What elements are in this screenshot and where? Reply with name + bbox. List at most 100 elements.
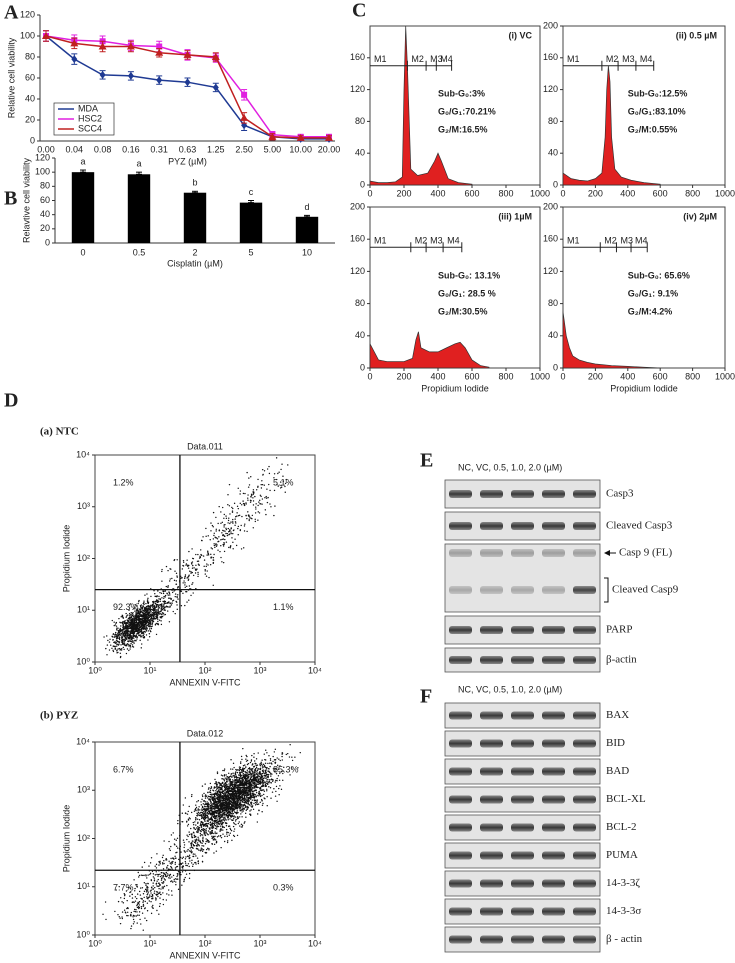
event xyxy=(205,803,207,806)
event xyxy=(274,505,276,507)
event xyxy=(238,766,241,768)
event xyxy=(238,795,240,798)
event xyxy=(159,875,162,878)
event xyxy=(213,543,215,545)
stat-label: G₂/M:4.2% xyxy=(628,307,673,317)
event xyxy=(254,773,256,775)
event xyxy=(132,615,135,618)
event xyxy=(188,805,190,808)
event xyxy=(126,624,128,627)
event xyxy=(132,619,134,622)
event xyxy=(129,614,131,616)
event xyxy=(117,651,119,654)
event xyxy=(141,643,143,645)
event xyxy=(264,769,266,772)
event xyxy=(261,794,263,797)
event xyxy=(207,791,209,794)
event xyxy=(209,833,212,835)
stat-label: Sub-G₀:3% xyxy=(438,89,485,99)
event xyxy=(260,775,263,777)
event xyxy=(235,794,237,796)
event xyxy=(116,640,119,643)
event xyxy=(250,786,252,789)
event xyxy=(137,610,140,612)
event xyxy=(215,815,218,818)
event xyxy=(231,811,234,813)
event xyxy=(243,808,246,810)
event xyxy=(231,784,233,787)
event xyxy=(279,765,281,767)
event xyxy=(130,635,133,637)
event xyxy=(273,514,275,517)
event xyxy=(248,477,250,479)
event xyxy=(225,825,228,827)
event xyxy=(268,779,270,781)
event xyxy=(144,606,146,609)
event xyxy=(221,811,224,813)
x-tick-label: 10⁰ xyxy=(88,938,102,948)
y-tick-label: 10⁰ xyxy=(76,929,90,939)
event xyxy=(220,782,222,785)
event xyxy=(143,621,145,624)
event xyxy=(212,538,215,540)
event xyxy=(219,800,222,803)
event xyxy=(149,622,152,625)
event xyxy=(192,564,194,567)
event xyxy=(241,806,243,808)
y-tick-label: 40 xyxy=(355,330,365,340)
event xyxy=(119,648,122,651)
event xyxy=(226,833,228,835)
event xyxy=(231,791,234,794)
event xyxy=(233,792,236,795)
event xyxy=(221,787,223,789)
event xyxy=(231,537,233,539)
event xyxy=(249,789,251,791)
event xyxy=(263,484,265,486)
event xyxy=(123,631,126,633)
y-tick-label: 40 xyxy=(25,93,35,103)
event xyxy=(114,647,117,649)
event xyxy=(265,766,267,769)
event xyxy=(261,759,263,761)
event xyxy=(129,619,132,622)
event xyxy=(122,646,125,649)
event xyxy=(218,786,221,789)
event xyxy=(234,804,237,806)
event xyxy=(192,847,194,850)
event xyxy=(152,615,155,617)
event xyxy=(234,795,236,797)
event xyxy=(254,771,256,774)
event xyxy=(139,918,141,921)
event xyxy=(193,828,195,830)
event xyxy=(173,590,175,592)
event xyxy=(123,620,126,623)
event xyxy=(221,806,223,809)
event xyxy=(262,780,265,782)
event xyxy=(247,767,250,770)
event xyxy=(125,638,127,640)
event xyxy=(142,623,144,626)
event xyxy=(244,764,246,766)
event xyxy=(203,559,206,561)
event xyxy=(154,886,156,889)
event xyxy=(257,786,259,789)
event xyxy=(211,548,214,550)
event xyxy=(223,798,225,800)
gate-label: M4 xyxy=(440,54,453,64)
event xyxy=(164,606,166,608)
event xyxy=(287,464,289,466)
event xyxy=(157,609,159,611)
event xyxy=(213,534,215,537)
event xyxy=(143,626,145,629)
y-tick-label: 0 xyxy=(360,179,365,189)
event xyxy=(201,798,203,801)
event xyxy=(174,612,176,615)
marker xyxy=(296,133,305,141)
event xyxy=(105,647,107,650)
event xyxy=(218,789,220,791)
marker xyxy=(184,78,191,87)
event xyxy=(279,481,282,483)
event xyxy=(239,490,242,492)
event xyxy=(234,781,236,784)
event xyxy=(203,830,205,833)
